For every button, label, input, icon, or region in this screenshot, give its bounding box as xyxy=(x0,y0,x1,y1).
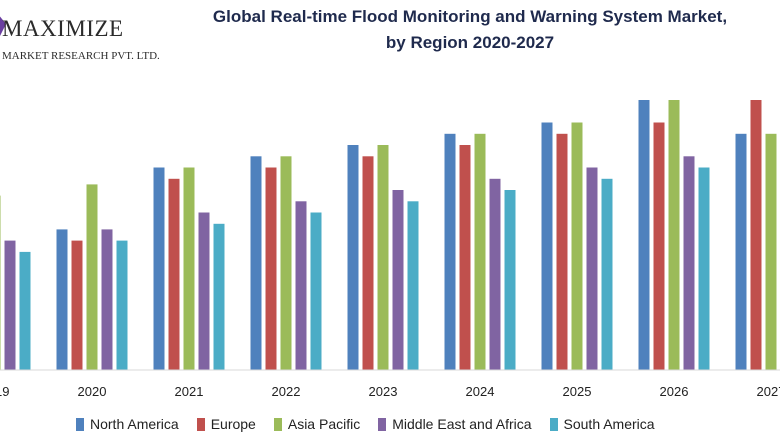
bar-europe-2025 xyxy=(556,133,568,371)
bar-asia-pacific-2019 xyxy=(0,195,1,370)
x-tick-label-2019: 2019 xyxy=(0,384,9,399)
bar-south-america-2023 xyxy=(407,201,419,371)
bar-europe-2021 xyxy=(168,178,180,371)
logo-sub-text: MARKET RESEARCH PVT. LTD. xyxy=(2,50,160,62)
legend-swatch xyxy=(196,417,205,431)
bars-group xyxy=(0,100,777,371)
bar-south-america-2025 xyxy=(601,178,613,371)
bar-europe-2026 xyxy=(653,122,665,370)
legend-item-south-america: South America xyxy=(549,416,655,432)
bar-europe-2023 xyxy=(362,156,374,371)
chart-legend: North America Europe Asia Pacific Middle Ea… xyxy=(76,414,655,434)
bar-asia-pacific-2025 xyxy=(571,122,583,370)
bar-europe-2027 xyxy=(750,100,762,370)
bar-europe-2020 xyxy=(71,240,83,370)
bar-north-america-2020 xyxy=(56,229,68,370)
legend-item-europe: Europe xyxy=(196,416,256,432)
bar-north-america-2022 xyxy=(250,156,262,371)
legend-label: Europe xyxy=(210,416,256,432)
bar-middle-east-and-africa-2019 xyxy=(4,240,16,370)
bar-south-america-2021 xyxy=(213,223,225,371)
chart-title: Global Real-time Flood Monitoring and Wa… xyxy=(150,4,780,56)
x-tick-label-2021: 2021 xyxy=(175,384,204,399)
legend-label: Asia Pacific xyxy=(287,416,361,432)
bar-middle-east-and-africa-2026 xyxy=(683,156,695,371)
bar-north-america-2025 xyxy=(541,122,553,370)
bar-asia-pacific-2022 xyxy=(280,156,292,371)
legend-label: Middle East and Africa xyxy=(392,416,532,432)
bar-asia-pacific-2020 xyxy=(86,184,98,370)
bar-south-america-2020 xyxy=(116,240,128,370)
chart-title-line2: by Region 2020-2027 xyxy=(385,33,555,52)
x-tick-label-2026: 2026 xyxy=(660,384,689,399)
legend-item-middle-east-and-africa: Middle East and Africa xyxy=(378,416,532,432)
x-tick-labels: 2019 2020 2021 2022 2023 2024 2025 2026 2027 xyxy=(0,384,780,399)
x-tick-label-2024: 2024 xyxy=(466,384,495,399)
bar-middle-east-and-africa-2021 xyxy=(198,212,210,370)
x-tick-label-2023: 2023 xyxy=(369,384,398,399)
x-tick-label-2025: 2025 xyxy=(563,384,592,399)
legend-swatch xyxy=(273,417,282,431)
legend-swatch xyxy=(76,417,84,431)
bar-north-america-2021 xyxy=(153,167,165,370)
bar-middle-east-and-africa-2022 xyxy=(295,201,307,371)
bar-middle-east-and-africa-2023 xyxy=(392,190,404,370)
legend-label: South America xyxy=(563,416,655,432)
bar-asia-pacific-2027 xyxy=(765,133,777,371)
x-tick-label-2027: 2027 xyxy=(757,384,780,399)
bar-middle-east-and-africa-2024 xyxy=(489,178,501,371)
bar-europe-2024 xyxy=(459,145,471,370)
bar-north-america-2027 xyxy=(735,133,747,371)
bar-south-america-2026 xyxy=(698,167,710,370)
bar-south-america-2024 xyxy=(504,190,516,370)
x-tick-label-2022: 2022 xyxy=(272,384,301,399)
legend-item-asia-pacific: Asia Pacific xyxy=(273,416,361,432)
x-tick-label-2020: 2020 xyxy=(78,384,107,399)
bar-middle-east-and-africa-2025 xyxy=(586,167,598,370)
bar-north-america-2024 xyxy=(444,133,456,371)
legend-label: North America xyxy=(90,416,179,432)
legend-item-north-america: North America xyxy=(76,416,179,432)
legend-swatch xyxy=(549,417,558,431)
logo-mark-icon xyxy=(0,16,6,36)
bar-asia-pacific-2021 xyxy=(183,167,195,370)
bar-asia-pacific-2026 xyxy=(668,100,680,370)
bar-south-america-2022 xyxy=(310,212,322,370)
bar-europe-2022 xyxy=(265,167,277,370)
bar-north-america-2023 xyxy=(347,145,359,370)
bar-asia-pacific-2024 xyxy=(474,133,486,371)
bar-asia-pacific-2023 xyxy=(377,145,389,370)
chart-title-line1: Global Real-time Flood Monitoring and Wa… xyxy=(212,7,728,26)
bar-south-america-2019 xyxy=(19,251,31,370)
company-logo: MAXIMIZE MARKET RESEARCH PVT. LTD. xyxy=(0,10,160,74)
legend-swatch xyxy=(378,417,387,431)
bar-north-america-2026 xyxy=(638,100,650,370)
bar-middle-east-and-africa-2020 xyxy=(101,229,113,370)
logo-main-text: MAXIMIZE xyxy=(2,16,124,41)
